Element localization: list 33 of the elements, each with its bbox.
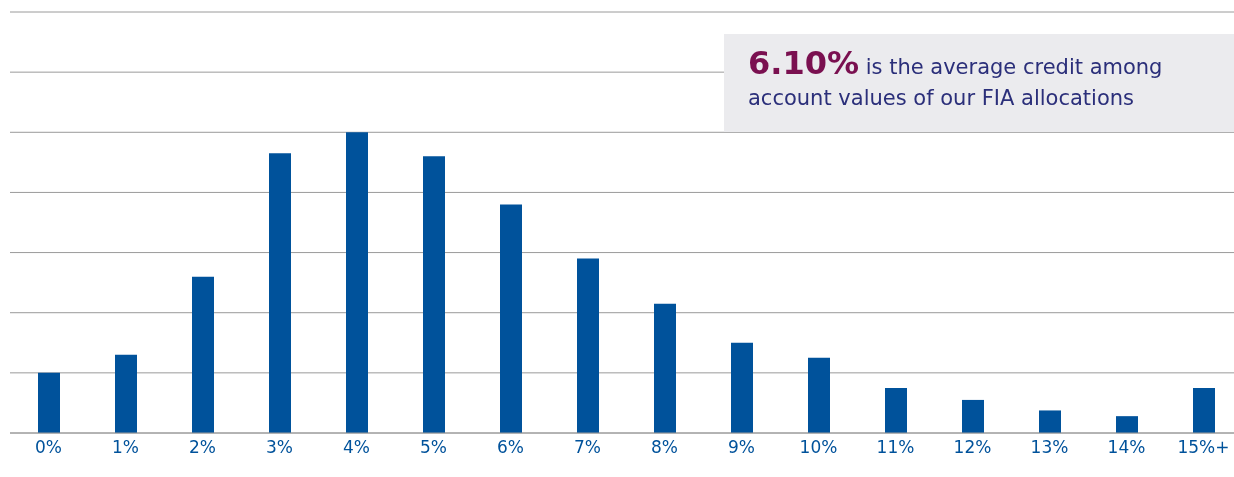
bar <box>38 372 60 433</box>
bar <box>115 354 137 433</box>
x-tick-label: 6% <box>497 437 524 458</box>
x-tick-label: 9% <box>728 437 755 458</box>
bar <box>1116 416 1138 433</box>
x-tick-label: 12% <box>953 437 992 458</box>
bar <box>269 153 291 433</box>
x-tick-label: 7% <box>574 437 601 458</box>
x-tick-label: 14% <box>1107 437 1146 458</box>
bar <box>731 342 753 433</box>
x-tick-label: 4% <box>343 437 370 458</box>
x-tick-label: 5% <box>420 437 447 458</box>
x-tick-label: 3% <box>266 437 293 458</box>
bar <box>192 276 214 433</box>
bar <box>577 258 599 433</box>
bar <box>885 387 907 433</box>
bar <box>500 204 522 433</box>
bar <box>808 357 830 433</box>
bar <box>1193 387 1215 433</box>
bar <box>346 132 368 433</box>
bar <box>423 156 445 433</box>
bar <box>654 303 676 433</box>
bar <box>1039 410 1061 433</box>
x-tick-label: 13% <box>1030 437 1069 458</box>
x-tick-label: 0% <box>35 437 62 458</box>
x-tick-label: 10% <box>799 437 838 458</box>
x-tick-label: 15%+ <box>1177 437 1230 458</box>
text: 6.10% is the average credit among account values of our FIA allocations <box>724 34 1234 132</box>
x-tick-label: 11% <box>876 437 915 458</box>
x-tick-label: 2% <box>189 437 216 458</box>
x-tick-label: 1% <box>112 437 139 458</box>
bar <box>962 399 984 433</box>
x-tick-label: 8% <box>651 437 678 458</box>
